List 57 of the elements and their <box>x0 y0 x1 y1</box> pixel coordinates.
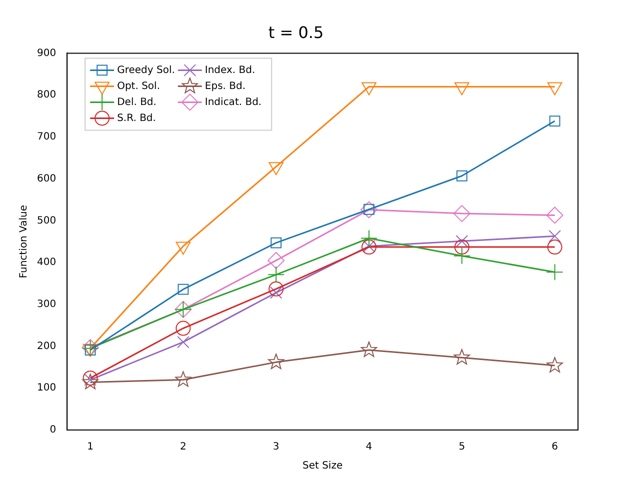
point <box>360 230 378 247</box>
x-tick-label: 2 <box>180 442 186 453</box>
point <box>362 82 376 96</box>
point <box>178 284 189 295</box>
x-tick-label: 5 <box>458 442 466 453</box>
y-tick-label: 700 <box>36 132 56 143</box>
y-tick-label: 500 <box>36 215 56 226</box>
point <box>549 116 560 126</box>
y-tick-label: 300 <box>36 298 56 310</box>
point <box>546 206 564 224</box>
legend-label: Del. Bd. <box>117 96 156 108</box>
x-tick-label: 4 <box>366 442 372 453</box>
point <box>268 252 285 269</box>
point <box>360 201 378 218</box>
y-axis-title: Function Value <box>18 205 30 278</box>
point <box>268 162 284 176</box>
point <box>82 374 98 390</box>
point <box>270 237 282 248</box>
legend-label: Eps. Bd. <box>204 80 246 92</box>
y-tick-label: 100 <box>36 382 56 394</box>
point <box>546 357 563 372</box>
point <box>454 82 470 96</box>
point <box>270 286 282 299</box>
legend-label: S.R. Bd. <box>117 112 156 124</box>
point <box>453 247 470 264</box>
point <box>82 370 98 386</box>
point <box>547 240 562 255</box>
x-tick-label: 3 <box>272 442 280 453</box>
legend-label: Index. Bd. <box>204 64 256 76</box>
point <box>454 349 470 365</box>
point <box>360 342 378 358</box>
point <box>546 264 564 281</box>
y-tick-label: 200 <box>36 340 56 352</box>
point <box>547 82 562 96</box>
x-axis-title: Set Size <box>302 460 343 472</box>
point <box>176 320 191 336</box>
point <box>268 354 284 370</box>
point <box>268 266 285 284</box>
legend-label: Indicat. Bd. <box>204 96 262 108</box>
legend-label: Opt. Sol. <box>117 80 160 92</box>
y-tick-label: 0 <box>50 424 56 436</box>
y-tick-label: 900 <box>36 48 56 59</box>
point <box>177 336 190 348</box>
point <box>454 240 470 255</box>
y-tick-label: 800 <box>36 90 56 101</box>
point <box>175 371 192 387</box>
x-tick-label: 1 <box>87 442 94 453</box>
chart-title: t = 0.5 <box>268 22 324 42</box>
point <box>456 235 468 248</box>
y-tick-label: 400 <box>36 257 56 268</box>
x-tick-label: 6 <box>552 442 558 453</box>
point <box>548 230 561 242</box>
legend-label: Greedy Sol. <box>117 64 175 76</box>
point <box>268 281 284 296</box>
point <box>453 205 470 222</box>
point <box>456 170 468 182</box>
y-tick-label: 600 <box>36 173 56 184</box>
